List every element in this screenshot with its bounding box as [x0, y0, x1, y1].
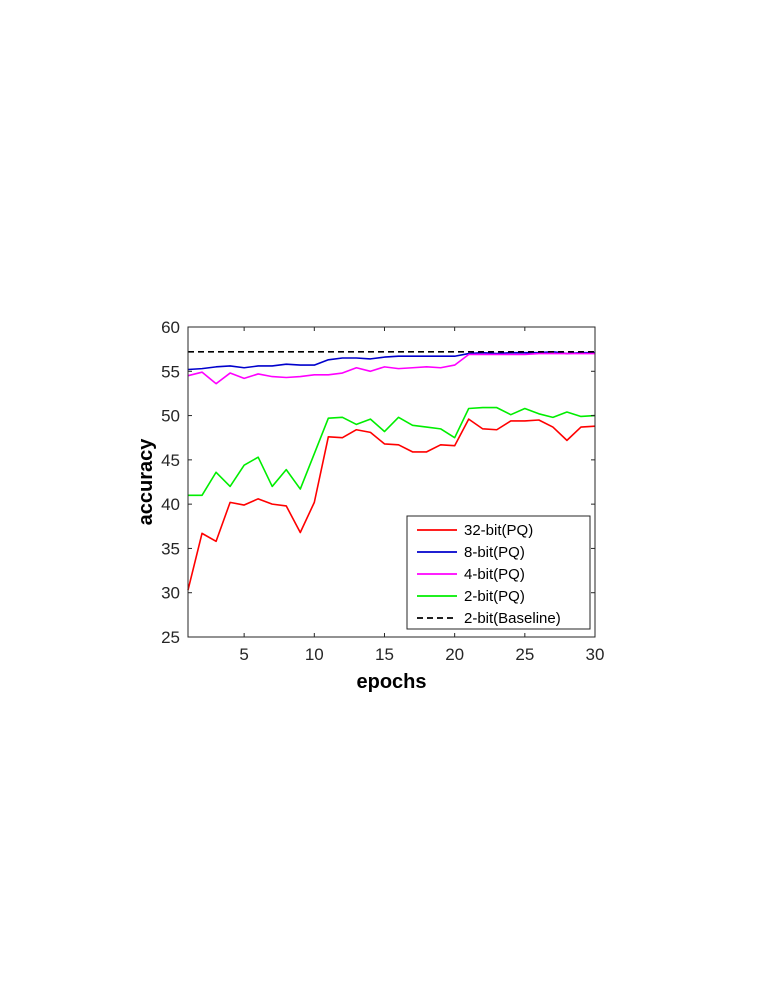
legend-label-4-bit-pq: 4-bit(PQ): [464, 566, 525, 583]
series-line-32-bit-pq-0: [187, 418, 596, 591]
y-tick-label: 45: [161, 451, 180, 470]
y-axis-title: accuracy: [135, 438, 157, 526]
y-tick-label: 40: [161, 495, 180, 514]
y-tick-label: 25: [161, 628, 180, 647]
x-tick-label: 10: [305, 645, 324, 664]
x-axis-title: epochs: [356, 671, 426, 693]
x-tick-label: 15: [375, 645, 394, 664]
y-tick-label: 35: [161, 539, 180, 558]
legend: 32-bit(PQ) 8-bit(PQ) 4-bit(PQ) 2-bit(PQ) 2-b…: [406, 515, 591, 630]
legend-label-2-bit-baseline: 2-bit(Baseline): [464, 610, 561, 627]
series-line-4-bit-pq-2: [187, 352, 595, 385]
series-layer: [187, 350, 596, 591]
y-axis-ticks: 25 30 35 40 45 50 55 60: [161, 318, 595, 647]
legend-label-32-bit-pq: 32-bit(PQ): [464, 522, 533, 539]
x-tick-label: 5: [239, 645, 248, 664]
x-tick-label: 25: [515, 645, 534, 664]
legend-label-8-bit-pq: 8-bit(PQ): [464, 544, 525, 561]
x-tick-label: 20: [445, 645, 464, 664]
y-tick-label: 55: [161, 362, 180, 381]
x-tick-label: 30: [586, 645, 605, 664]
y-tick-label: 50: [161, 407, 180, 426]
y-tick-label: 30: [161, 584, 180, 603]
y-tick-label: 60: [161, 318, 180, 337]
series-line-2-bit-pq-3: [188, 406, 596, 497]
plot-area-border: [187, 326, 596, 638]
legend-label-2-bit-pq: 2-bit(PQ): [464, 588, 525, 605]
legend-box: [406, 515, 591, 630]
series-line-8-bit-pq-1: [187, 350, 595, 371]
x-axis-ticks: 5 10 15 20 25 30: [239, 327, 604, 664]
